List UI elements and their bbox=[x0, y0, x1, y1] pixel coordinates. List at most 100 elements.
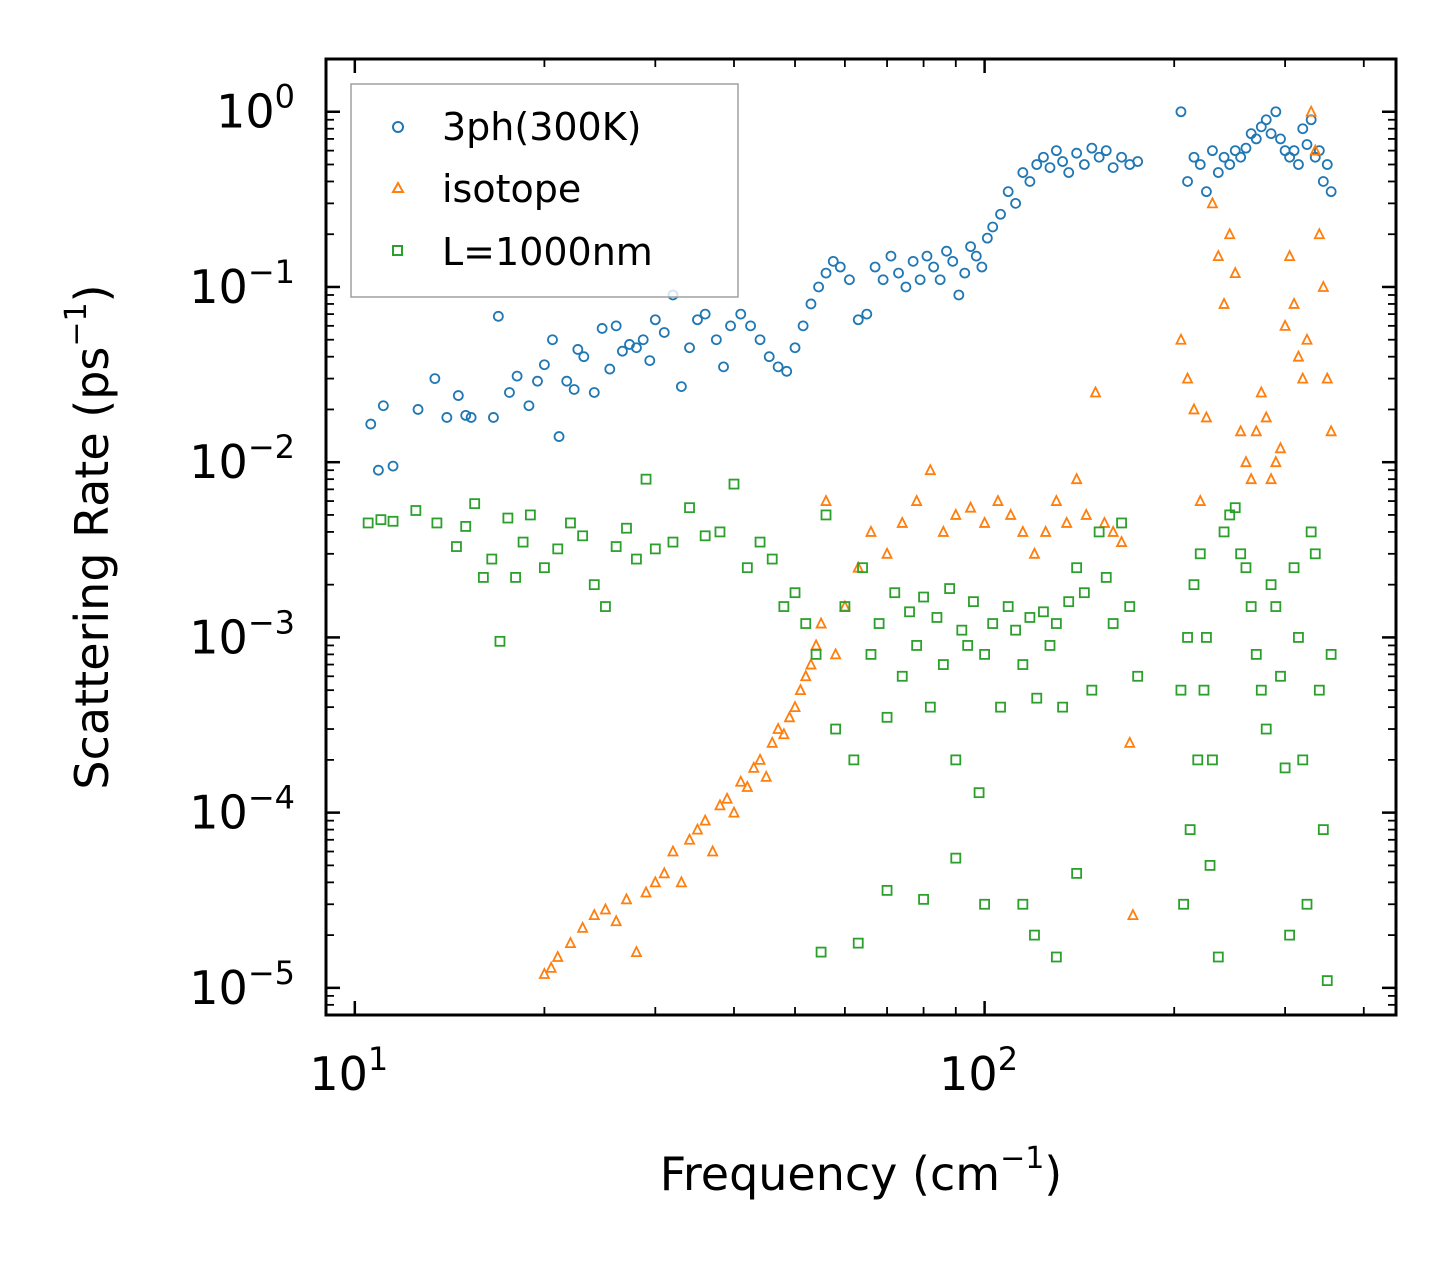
data-point-circle bbox=[692, 314, 703, 326]
data-point-triangle bbox=[794, 683, 807, 696]
data-point-square bbox=[944, 583, 956, 594]
data-point-triangle bbox=[1174, 332, 1187, 345]
data-point-square bbox=[815, 946, 827, 958]
data-point-square bbox=[800, 618, 812, 629]
data-point-circle bbox=[1010, 197, 1022, 209]
data-point-circle bbox=[1194, 159, 1206, 170]
data-point-triangle bbox=[1060, 515, 1073, 528]
data-point-square bbox=[1100, 572, 1112, 583]
data-point-triangle bbox=[1080, 507, 1093, 520]
data-point-circle bbox=[617, 345, 628, 357]
data-point-triangle bbox=[649, 875, 662, 888]
data-point-square bbox=[577, 530, 589, 542]
y-tick-label: 10−5 bbox=[189, 954, 295, 1015]
data-point-triangle bbox=[747, 760, 760, 773]
data-point-square bbox=[1093, 526, 1105, 538]
data-point-triangle bbox=[978, 515, 991, 528]
data-point-square bbox=[362, 517, 374, 529]
data-point-circle bbox=[644, 355, 656, 367]
data-point-triangle bbox=[699, 813, 712, 826]
data-point-square bbox=[451, 541, 462, 552]
data-point-circle bbox=[781, 365, 793, 377]
data-point-square bbox=[1194, 548, 1206, 560]
data-point-square bbox=[469, 498, 481, 510]
data-point-square bbox=[1198, 684, 1210, 696]
data-point-circle bbox=[1270, 106, 1282, 118]
data-point-circle bbox=[1100, 145, 1112, 157]
data-point-square bbox=[830, 723, 842, 735]
data-point-square bbox=[1250, 648, 1262, 660]
data-point-circle bbox=[976, 261, 988, 273]
data-point-square bbox=[904, 606, 915, 618]
data-point-circle bbox=[429, 373, 441, 384]
data-point-circle bbox=[1260, 114, 1272, 126]
legend-label-isotope: isotope bbox=[442, 167, 581, 211]
data-point-square bbox=[610, 541, 622, 552]
data-point-square bbox=[1107, 618, 1119, 629]
data-point-circle bbox=[710, 334, 722, 346]
data-point-triangle bbox=[691, 822, 704, 835]
y-tick-label: 10−1 bbox=[189, 253, 295, 314]
data-point-circle bbox=[1240, 142, 1252, 154]
data-point-square bbox=[539, 562, 550, 574]
data-point-triangle bbox=[1321, 371, 1334, 384]
data-point-circle bbox=[492, 310, 504, 322]
series-1 bbox=[538, 104, 1338, 979]
data-point-square bbox=[924, 701, 936, 713]
legend-entry-l1000nm: L=1000nm bbox=[392, 230, 653, 274]
data-point-square bbox=[1086, 684, 1098, 696]
data-point-square bbox=[1270, 601, 1282, 612]
data-point-triangle bbox=[937, 524, 950, 537]
data-point-square bbox=[728, 478, 740, 490]
data-point-circle bbox=[377, 400, 389, 412]
data-point-square bbox=[1031, 692, 1043, 704]
data-point-circle bbox=[1024, 176, 1036, 187]
data-point-square bbox=[1050, 618, 1062, 629]
data-point-triangle bbox=[949, 507, 962, 520]
data-point-triangle bbox=[620, 892, 633, 905]
x-tick-label: 101 bbox=[309, 1040, 388, 1101]
data-point-triangle bbox=[1269, 455, 1282, 468]
data-point-triangle bbox=[1283, 249, 1296, 262]
data-point-square bbox=[789, 587, 801, 599]
data-point-triangle bbox=[865, 524, 877, 537]
data-point-square bbox=[1207, 754, 1218, 766]
data-point-square bbox=[1124, 601, 1136, 612]
data-point-square bbox=[631, 553, 642, 565]
legend-marker-triangle bbox=[391, 180, 405, 193]
data-point-triangle bbox=[1279, 318, 1292, 331]
data-point-square bbox=[1050, 951, 1062, 963]
data-point-triangle bbox=[1028, 546, 1041, 559]
legend-marker-square bbox=[392, 245, 403, 256]
data-point-circle bbox=[1275, 133, 1286, 145]
data-point-circle bbox=[1188, 151, 1200, 163]
data-point-circle bbox=[1050, 145, 1062, 157]
data-point-circle bbox=[684, 342, 695, 354]
data-point-square bbox=[1305, 526, 1317, 538]
data-point-triangle bbox=[1265, 472, 1278, 485]
data-point-square bbox=[1317, 824, 1329, 836]
series-2 bbox=[362, 473, 1337, 987]
data-point-circle bbox=[718, 361, 729, 373]
data-point-triangle bbox=[1325, 424, 1338, 437]
data-point-circle bbox=[441, 412, 453, 423]
plot-frame bbox=[324, 57, 1398, 1017]
data-point-triangle bbox=[706, 844, 719, 857]
data-point-square bbox=[1192, 754, 1204, 766]
data-point-circle bbox=[1182, 176, 1193, 187]
data-point-circle bbox=[523, 400, 535, 412]
data-point-triangle bbox=[820, 494, 832, 506]
data-point-circle bbox=[637, 334, 649, 346]
tick-labels: 101 102 100 10−1 10−2 10−3 10−4 10−5 bbox=[189, 78, 1018, 1101]
data-point-circle bbox=[1057, 156, 1069, 167]
data-point-circle bbox=[763, 351, 775, 363]
data-point-circle bbox=[658, 327, 670, 338]
data-point-square bbox=[1240, 562, 1252, 574]
data-point-triangle bbox=[772, 722, 785, 734]
data-point-triangle bbox=[881, 546, 894, 559]
data-point-square bbox=[410, 505, 422, 516]
data-point-triangle bbox=[760, 769, 773, 782]
legend: 3ph(300K) isotope L=1000nm bbox=[350, 83, 739, 298]
data-point-circle bbox=[1063, 167, 1075, 178]
data-point-square bbox=[1275, 670, 1286, 682]
